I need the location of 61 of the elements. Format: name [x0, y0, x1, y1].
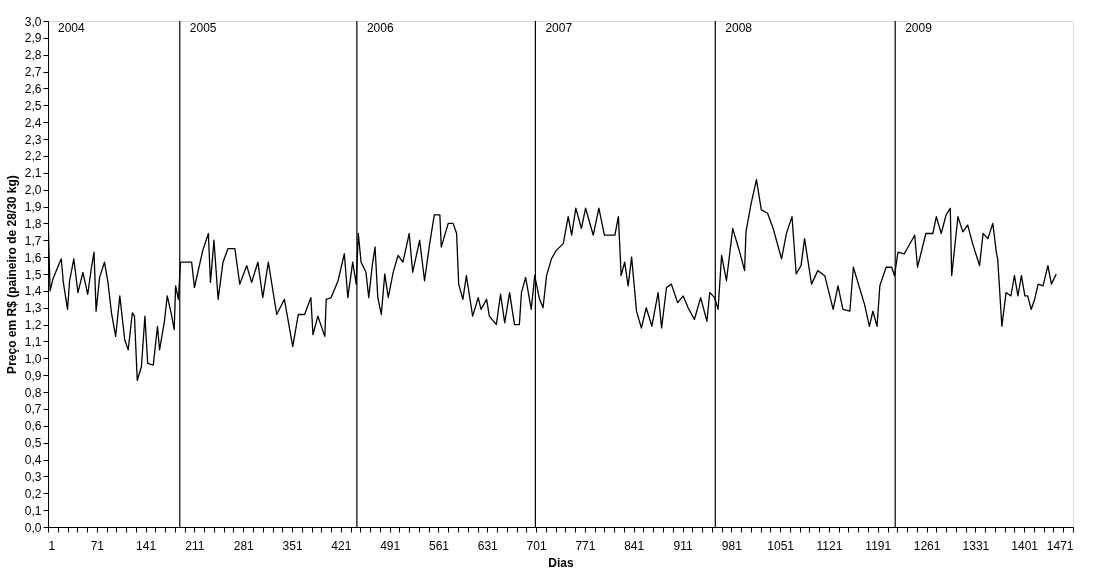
annotation: 2005	[189, 21, 217, 35]
x-tick-label: 701	[526, 538, 547, 553]
x-tick-label: 981	[721, 538, 743, 553]
x-tick-label: 281	[233, 538, 255, 553]
y-tick-label: 1,1	[24, 334, 42, 349]
y-tick-label: 0,4	[24, 453, 42, 468]
y-tick-label: 2,8	[24, 48, 42, 63]
annotation: 2004	[58, 21, 86, 35]
x-tick-label: 1	[48, 538, 56, 553]
y-tick-label: 1,7	[24, 233, 42, 248]
annotation: 2007	[545, 21, 573, 35]
x-tick-label: 351	[282, 538, 303, 553]
x-tick-label: 1261	[913, 538, 941, 553]
x-tick-label: 561	[428, 538, 450, 553]
x-tick-label: 1331	[962, 538, 990, 553]
annotation: 2008	[725, 21, 753, 35]
x-tick-label: 1121	[816, 538, 843, 553]
x-tick-label: 1051	[767, 538, 795, 553]
y-tick-label: 0,2	[24, 486, 42, 501]
x-tick-label: 491	[380, 538, 401, 553]
y-tick-label: 0,6	[24, 419, 42, 434]
y-tick-label: 1,8	[24, 216, 42, 231]
y-tick-label: 1,9	[24, 200, 42, 215]
annotation: 2006	[366, 21, 394, 35]
y-tick-label: 2,7	[24, 65, 42, 80]
x-tick-label: 841	[624, 538, 645, 553]
x-tick-label: 211	[185, 538, 205, 553]
y-tick-label: 2,5	[24, 98, 42, 113]
annotation: 2009	[905, 21, 933, 35]
y-tick-label: 0,1	[24, 503, 42, 518]
x-tick-label: 141	[136, 538, 157, 553]
x-axis-title: Dias	[548, 555, 574, 570]
y-tick-label: 2,9	[24, 31, 42, 46]
x-tick-label: 911	[673, 538, 693, 553]
y-tick-label: 0,8	[24, 385, 42, 400]
y-tick-label: 1,4	[24, 284, 42, 299]
x-tick-label: 71	[90, 538, 105, 553]
y-tick-label: 0,5	[24, 436, 42, 451]
y-tick-label: 1,3	[24, 301, 42, 316]
y-tick-label: 2,3	[24, 132, 42, 147]
y-tick-label: 3,0	[24, 14, 42, 29]
y-tick-label: 0,7	[24, 402, 42, 417]
x-tick-label: 1401	[1011, 538, 1039, 553]
x-tick-label: 421	[331, 538, 352, 553]
x-tick-label: 1191	[865, 538, 892, 553]
y-tick-label: 2,1	[24, 166, 42, 181]
y-tick-label: 0,3	[24, 469, 42, 484]
x-tick-label: 1471	[1046, 538, 1074, 553]
y-tick-label: 1,2	[24, 318, 42, 333]
y-tick-label: 1,6	[24, 250, 42, 265]
y-tick-label: 0,0	[24, 520, 42, 535]
y-tick-label: 0,9	[24, 368, 42, 383]
y-tick-label: 1,5	[24, 267, 42, 282]
y-tick-label: 2,0	[24, 183, 42, 198]
y-tick-label: 2,4	[24, 115, 42, 130]
x-tick-label: 631	[477, 538, 499, 553]
y-axis-title: Preço em R$ (paineiro de 28/30 kg)	[4, 175, 19, 374]
y-tick-label: 2,6	[24, 81, 42, 96]
y-tick-label: 2,2	[24, 149, 42, 164]
x-tick-label: 771	[575, 538, 596, 553]
y-tick-label: 1,0	[24, 351, 42, 366]
